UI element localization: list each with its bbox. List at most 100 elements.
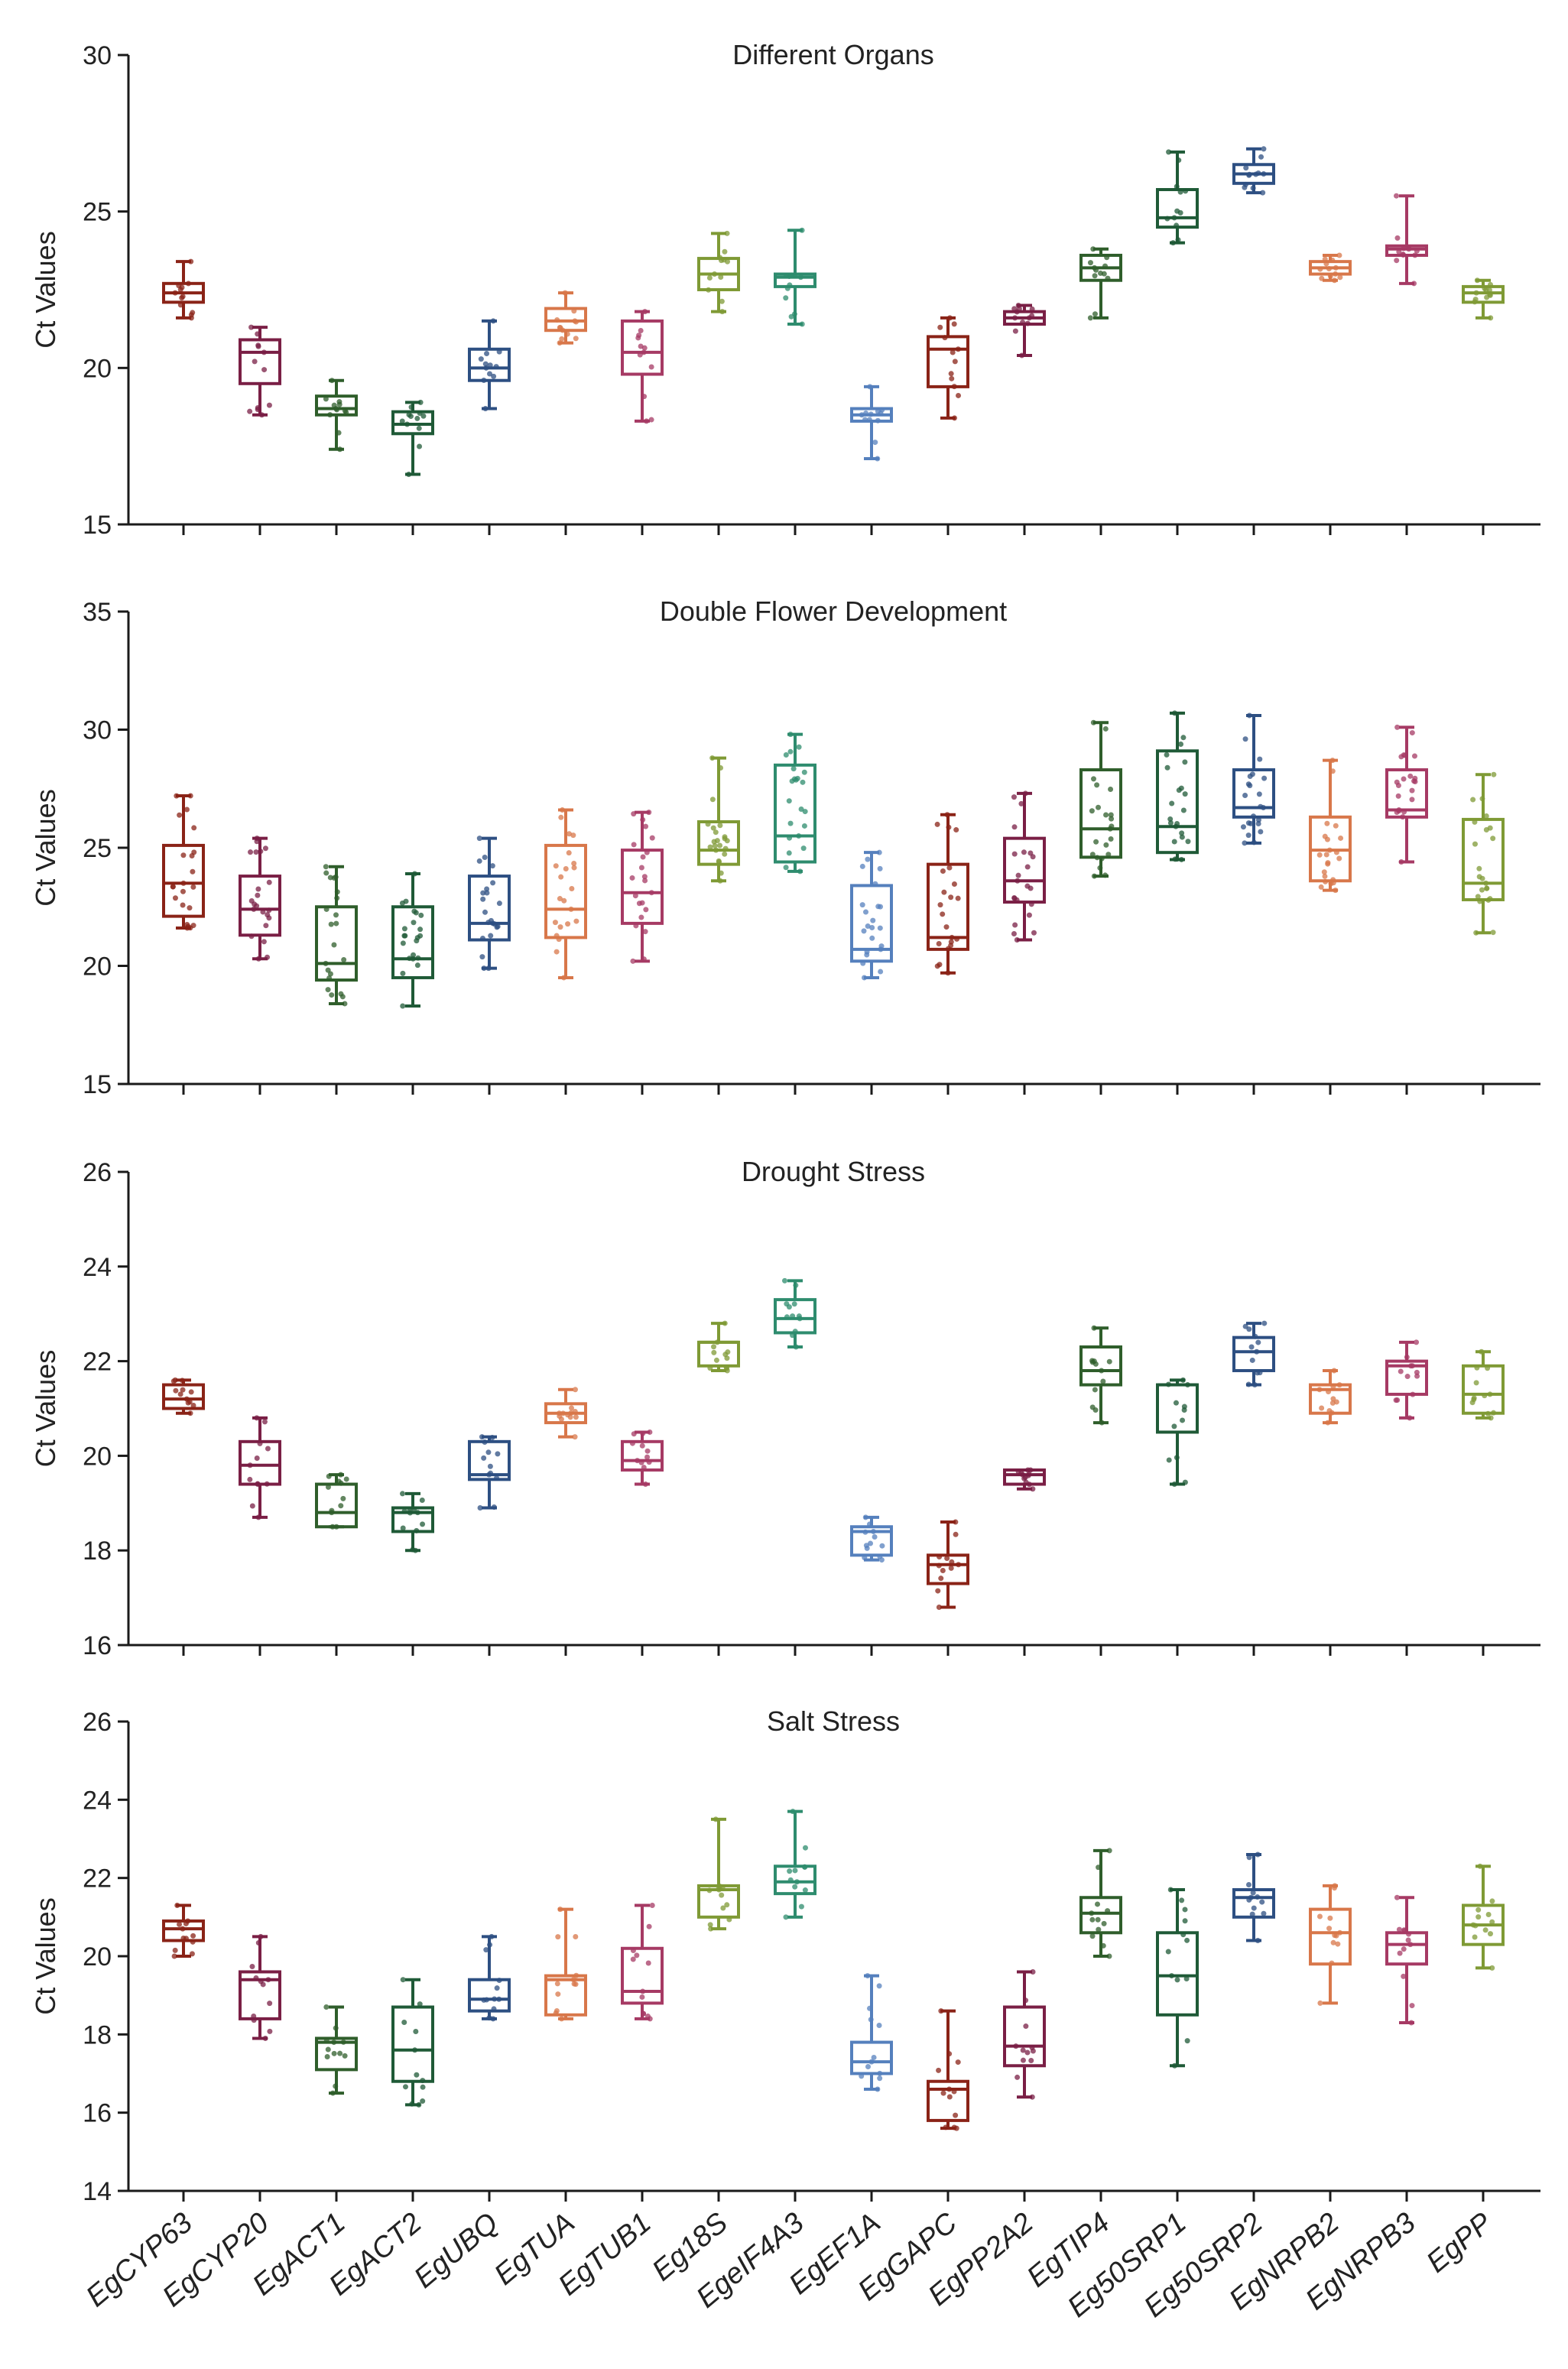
sample-point (1092, 311, 1098, 317)
sample-point (1485, 1410, 1491, 1417)
sample-point (720, 1905, 726, 1911)
sample-point (868, 1540, 874, 1546)
sample-point (330, 1524, 336, 1530)
sample-point (721, 257, 727, 263)
sample-point (485, 965, 492, 972)
sample-point (414, 1510, 420, 1516)
sample-point (491, 373, 497, 379)
sample-point (1473, 930, 1479, 936)
sample-point (1173, 1400, 1179, 1406)
y-tick-label: 14 (83, 2177, 112, 2206)
sample-point (787, 732, 794, 738)
sample-point (1479, 1348, 1485, 1355)
sample-point (568, 906, 574, 912)
sample-point (343, 1476, 349, 1482)
sample-point (1326, 1389, 1332, 1395)
sample-point (1248, 1344, 1255, 1350)
sample-point (407, 956, 413, 962)
sample-point (943, 924, 950, 930)
sample-point (1022, 790, 1028, 797)
sample-point (1476, 865, 1482, 871)
y-tick-label: 30 (83, 41, 112, 70)
sample-point (1011, 851, 1018, 857)
sample-point (1404, 1374, 1411, 1380)
sample-point (1409, 797, 1415, 803)
sample-point (478, 356, 484, 362)
sample-point (942, 335, 948, 341)
sample-point (790, 766, 797, 772)
sample-point (1164, 751, 1170, 758)
sample-point (1011, 824, 1018, 830)
sample-point (261, 349, 267, 355)
sample-point (409, 2101, 415, 2107)
sample-point (637, 352, 643, 358)
sample-point (341, 957, 347, 963)
sample-point (634, 1952, 640, 1958)
iqr-box (468, 347, 511, 382)
sample-point (408, 404, 414, 411)
sample-point (1028, 2057, 1034, 2063)
sample-point (481, 377, 487, 383)
iqr-box (315, 2036, 358, 2072)
sample-point (1087, 315, 1093, 321)
sample-point (323, 960, 329, 966)
sample-point (1023, 1997, 1029, 2004)
sample-point (326, 975, 333, 982)
sample-point (255, 1939, 261, 1946)
sample-point (1090, 246, 1096, 252)
sample-point (477, 1504, 483, 1511)
iqr-box (774, 763, 816, 864)
y-tick-label: 16 (83, 2099, 112, 2128)
sample-point (631, 842, 637, 848)
sample-point (646, 810, 652, 816)
sample-point (482, 406, 489, 412)
sample-point (570, 832, 576, 839)
sample-point (1329, 257, 1336, 263)
sample-point (483, 1947, 489, 1953)
sample-point (869, 925, 875, 931)
sample-point (1094, 855, 1100, 861)
sample-point (943, 2124, 949, 2130)
sample-point (1326, 1926, 1333, 1932)
sample-point (1247, 774, 1253, 780)
sample-point (1087, 260, 1093, 266)
iqr-box (850, 2040, 893, 2075)
iqr-box (1156, 749, 1199, 855)
sample-point (718, 764, 724, 771)
sample-point (400, 970, 406, 976)
sample-point (557, 1907, 563, 1913)
sample-point (1251, 813, 1257, 819)
y-tick-label: 25 (83, 834, 112, 863)
sample-point (938, 2008, 944, 2014)
sample-point (414, 415, 420, 421)
sample-point (1488, 315, 1494, 321)
sample-point (414, 938, 420, 944)
y-tick-label: 22 (83, 1864, 112, 1894)
box-EgPP (1462, 1863, 1505, 2202)
sample-point (629, 1440, 635, 1446)
sample-point (1108, 812, 1114, 818)
sample-point (1176, 157, 1182, 164)
sample-point (1242, 1323, 1248, 1329)
sample-point (1170, 240, 1176, 246)
sample-point (262, 845, 268, 852)
sample-point (1479, 887, 1485, 893)
sample-point (333, 2025, 339, 2031)
sample-point (862, 1529, 868, 1535)
sample-point (183, 1936, 189, 1942)
sample-point (1409, 2003, 1415, 2009)
sample-point (786, 850, 792, 856)
sample-point (724, 838, 730, 844)
sample-point (1255, 1339, 1261, 1345)
sample-point (1104, 255, 1110, 261)
box-Eg50SRP1 (1156, 710, 1199, 1095)
sample-point (1337, 274, 1343, 281)
sample-point (862, 417, 868, 423)
sample-point (1337, 1929, 1343, 1936)
sample-point (1024, 320, 1031, 326)
sample-point (1472, 1923, 1479, 1929)
sample-point (487, 371, 493, 377)
sample-point (417, 927, 424, 933)
sample-point (956, 392, 962, 398)
